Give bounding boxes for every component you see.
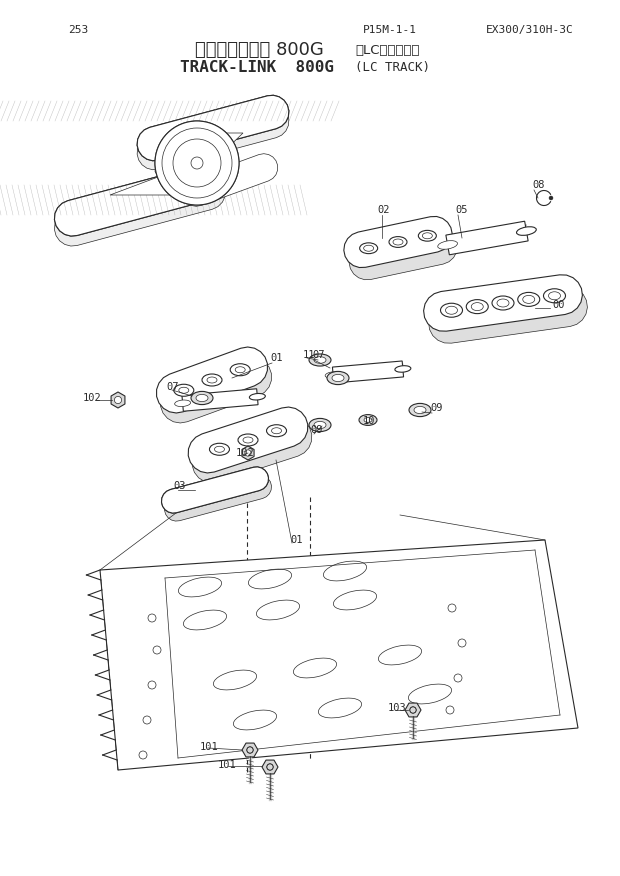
Text: 05: 05	[455, 205, 467, 215]
Ellipse shape	[544, 289, 565, 303]
Polygon shape	[111, 392, 125, 408]
Polygon shape	[192, 417, 312, 483]
Text: トラックリンク 800G: トラックリンク 800G	[195, 41, 324, 59]
Circle shape	[173, 139, 221, 187]
Polygon shape	[428, 286, 587, 343]
Ellipse shape	[196, 394, 208, 401]
Text: 01: 01	[270, 353, 283, 363]
Polygon shape	[349, 229, 458, 279]
Ellipse shape	[210, 443, 229, 456]
Polygon shape	[262, 760, 278, 774]
Polygon shape	[405, 703, 421, 717]
Ellipse shape	[332, 374, 344, 382]
Text: P15M-1-1: P15M-1-1	[363, 25, 417, 35]
Ellipse shape	[409, 404, 431, 417]
Ellipse shape	[516, 227, 536, 236]
Ellipse shape	[202, 374, 222, 386]
Polygon shape	[242, 743, 258, 757]
Ellipse shape	[249, 393, 265, 400]
Circle shape	[115, 397, 122, 404]
Circle shape	[155, 121, 239, 205]
Circle shape	[155, 121, 239, 205]
Text: 103: 103	[388, 703, 407, 713]
Ellipse shape	[230, 364, 250, 376]
Circle shape	[245, 450, 251, 456]
Polygon shape	[242, 446, 254, 460]
Ellipse shape	[440, 303, 463, 317]
Ellipse shape	[309, 354, 331, 366]
Text: 102: 102	[236, 448, 255, 458]
Text: EX300/310H-3C: EX300/310H-3C	[486, 25, 574, 35]
Text: (LC TRACK): (LC TRACK)	[355, 60, 430, 74]
Text: 07: 07	[312, 350, 324, 360]
Text: 09: 09	[310, 425, 322, 435]
Ellipse shape	[238, 434, 258, 446]
Polygon shape	[182, 133, 243, 163]
Ellipse shape	[518, 293, 540, 307]
Ellipse shape	[438, 241, 458, 250]
Ellipse shape	[191, 392, 213, 405]
Text: 02: 02	[377, 205, 389, 215]
Text: 03: 03	[173, 481, 185, 491]
Text: 253: 253	[68, 25, 88, 35]
Polygon shape	[188, 407, 308, 473]
Ellipse shape	[359, 414, 377, 426]
Text: 08: 08	[532, 180, 544, 190]
Ellipse shape	[174, 385, 194, 396]
Polygon shape	[162, 467, 268, 513]
Polygon shape	[55, 164, 226, 236]
Text: 11: 11	[303, 350, 316, 360]
Text: 102: 102	[83, 393, 102, 403]
Ellipse shape	[418, 230, 436, 241]
Text: 00: 00	[552, 300, 564, 310]
Text: （LCトラック）: （LCトラック）	[355, 44, 420, 56]
Ellipse shape	[327, 371, 349, 385]
Polygon shape	[344, 216, 452, 267]
Text: 101: 101	[218, 760, 237, 770]
Polygon shape	[332, 361, 404, 383]
Polygon shape	[55, 174, 226, 246]
Ellipse shape	[492, 296, 514, 310]
Circle shape	[549, 196, 553, 200]
Polygon shape	[446, 222, 528, 255]
Polygon shape	[157, 347, 267, 413]
Polygon shape	[161, 357, 272, 423]
Polygon shape	[182, 389, 258, 411]
Polygon shape	[164, 475, 272, 521]
Ellipse shape	[466, 300, 489, 314]
Polygon shape	[162, 467, 268, 513]
Polygon shape	[55, 164, 226, 236]
Polygon shape	[182, 153, 278, 207]
Text: 10: 10	[363, 416, 376, 426]
Polygon shape	[137, 95, 289, 160]
Polygon shape	[423, 275, 582, 331]
Polygon shape	[137, 95, 289, 160]
Ellipse shape	[325, 371, 341, 378]
Ellipse shape	[314, 357, 326, 364]
Ellipse shape	[364, 418, 372, 422]
Ellipse shape	[267, 425, 286, 437]
Text: 01: 01	[290, 535, 303, 545]
Ellipse shape	[389, 237, 407, 247]
Polygon shape	[110, 168, 212, 195]
Ellipse shape	[309, 419, 331, 432]
Text: TRACK-LINK  800G: TRACK-LINK 800G	[180, 60, 334, 74]
Ellipse shape	[414, 406, 426, 413]
Text: 07: 07	[166, 382, 179, 392]
Ellipse shape	[360, 243, 378, 254]
Polygon shape	[100, 540, 578, 770]
Ellipse shape	[175, 400, 190, 406]
Ellipse shape	[155, 163, 239, 179]
Polygon shape	[137, 104, 289, 170]
Ellipse shape	[395, 365, 411, 372]
Text: 101: 101	[200, 742, 219, 752]
Text: 09: 09	[430, 403, 443, 413]
Ellipse shape	[314, 421, 326, 428]
